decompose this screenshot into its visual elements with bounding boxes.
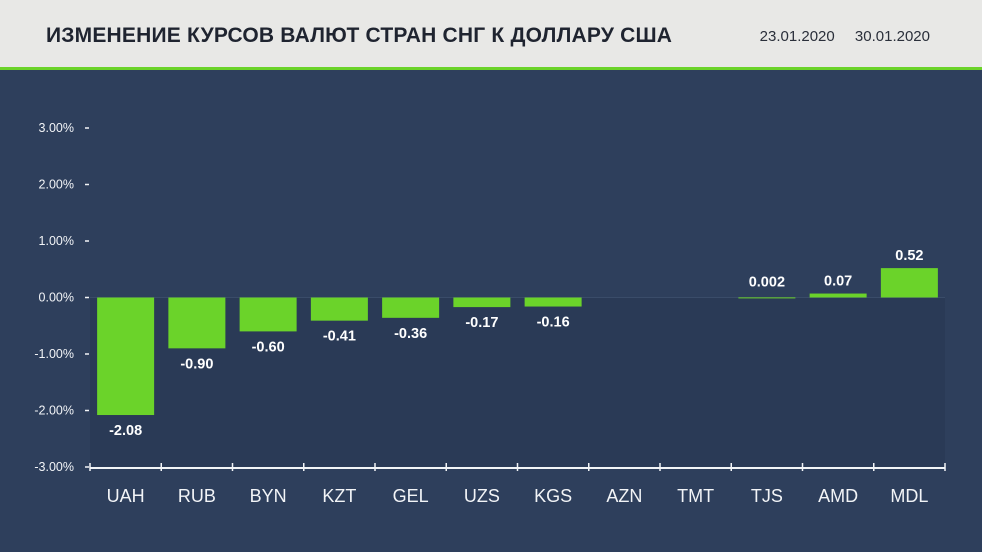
y-tick-label: -1.00%: [34, 347, 74, 361]
category-label: TJS: [751, 486, 783, 506]
category-label: RUB: [178, 486, 216, 506]
bar-mdl: [880, 268, 938, 298]
date-range: 23.01.2020 30.01.2020: [744, 28, 930, 45]
category-label: TMT: [677, 486, 714, 506]
value-label: -2.08: [109, 423, 142, 439]
y-tick-label: 0.00%: [39, 291, 74, 305]
value-label: -0.90: [180, 356, 213, 372]
y-tick-label: -3.00%: [34, 460, 74, 474]
value-label: -0.36: [394, 326, 427, 342]
y-tick-label: 3.00%: [39, 121, 74, 135]
category-label: GEL: [393, 486, 429, 506]
bar-kzt: [310, 297, 368, 321]
y-tick-label: 2.00%: [39, 178, 74, 192]
chart-header: ИЗМЕНЕНИЕ КУРСОВ ВАЛЮТ СТРАН СНГ К ДОЛЛА…: [0, 0, 982, 70]
category-label: MDL: [890, 486, 928, 506]
bar-rub: [168, 297, 226, 349]
bar-byn: [239, 297, 297, 332]
value-label: -0.41: [323, 329, 356, 345]
y-tick-label: -2.00%: [34, 404, 74, 418]
value-label: 0.002: [749, 275, 785, 291]
category-label: BYN: [250, 486, 287, 506]
value-label: -0.17: [465, 315, 498, 331]
bar-tjs: [738, 297, 796, 299]
bar-uzs: [453, 297, 511, 308]
bar-amd: [809, 293, 867, 298]
value-label: -0.16: [537, 315, 570, 331]
bar-gel: [382, 297, 440, 318]
date-to: 30.01.2020: [854, 28, 930, 45]
value-label: 0.52: [895, 248, 923, 264]
bar-uah: [97, 297, 155, 416]
category-label: KGS: [534, 486, 572, 506]
chart-title: ИЗМЕНЕНИЕ КУРСОВ ВАЛЮТ СТРАН СНГ К ДОЛЛА…: [46, 24, 673, 47]
category-label: UAH: [107, 486, 145, 506]
category-label: AMD: [818, 486, 858, 506]
y-tick-label: 1.00%: [39, 234, 74, 248]
category-label: AZN: [606, 486, 642, 506]
category-label: UZS: [464, 486, 500, 506]
bar-kgs: [524, 297, 582, 307]
value-label: 0.07: [824, 274, 852, 290]
date-from: 23.01.2020: [759, 28, 835, 45]
value-label: -0.60: [252, 339, 285, 355]
negative-area: [90, 297, 945, 467]
category-label: KZT: [322, 486, 356, 506]
